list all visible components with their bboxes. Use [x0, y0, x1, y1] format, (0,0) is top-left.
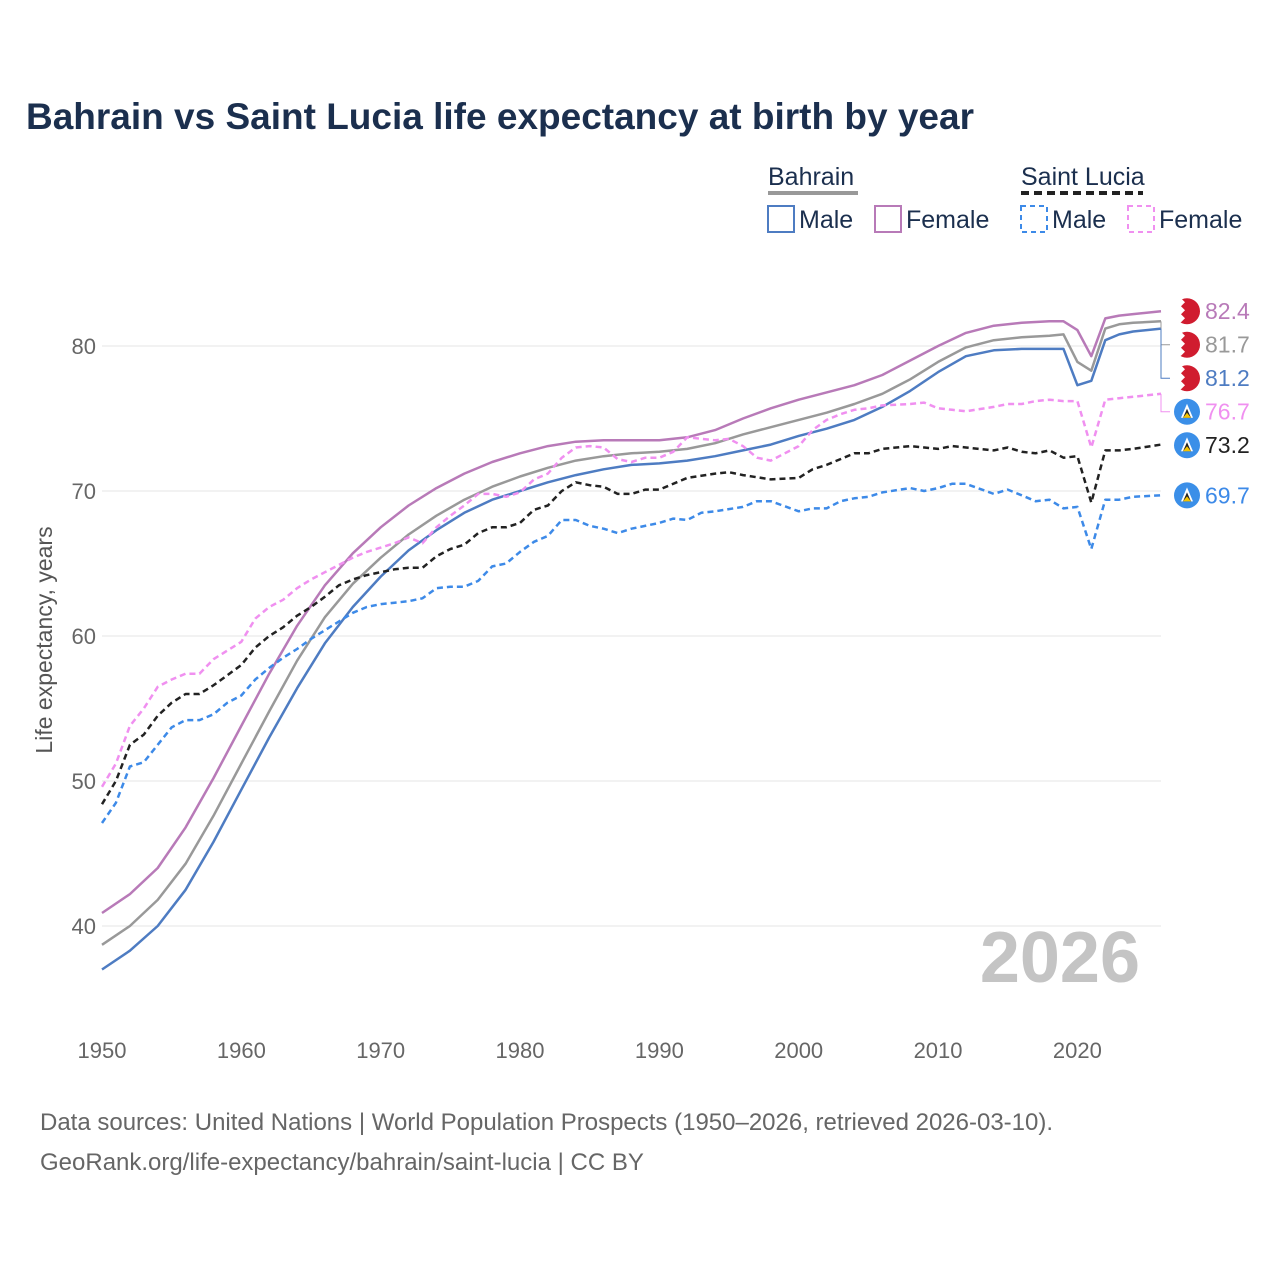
y-tick-label-40: 40 [72, 914, 96, 939]
end-label-bahrain_total: 81.7 [1205, 332, 1250, 358]
legend-label-bahrain-female: Female [906, 206, 989, 234]
x-tick-label-1960: 1960 [217, 1038, 266, 1063]
legend-group-saint-lucia: Saint Lucia [1021, 163, 1145, 191]
series-line-stlucia_total [100, 443, 1162, 805]
y-tick-label-50: 50 [72, 769, 96, 794]
legend-label-saint-lucia-female: Female [1159, 206, 1242, 234]
legend-swatch-bahrain-male [767, 205, 795, 233]
year-watermark: 2026 [980, 918, 1140, 998]
x-tick-label-2010: 2010 [914, 1038, 963, 1063]
end-label-stlucia_total: 73.2 [1205, 432, 1250, 458]
series-line-stlucia_male [100, 482, 1162, 824]
end-label-bahrain_male: 81.2 [1205, 365, 1250, 391]
flag-bahrain-serrated-icon [1174, 365, 1185, 392]
flag-bahrain-serrated-icon [1174, 298, 1185, 325]
x-tick-label-1990: 1990 [635, 1038, 684, 1063]
series-line-stlucia_female [100, 392, 1162, 788]
legend-swatch-saint-lucia-male [1020, 205, 1048, 233]
x-tick-label-1980: 1980 [496, 1038, 545, 1063]
legend-group-bahrain: Bahrain [768, 163, 854, 191]
flag-saint-lucia-gold-icon [1183, 496, 1191, 502]
y-tick-label-80: 80 [72, 334, 96, 359]
legend-label-bahrain-male: Male [799, 206, 853, 234]
end-label-bahrain_female: 82.4 [1205, 298, 1250, 324]
leader-stlucia_female [1160, 393, 1170, 413]
leader-bahrain_total [1160, 321, 1170, 346]
y-axis-label: Life expectancy, years [31, 526, 57, 753]
series-line-bahrain_total [101, 320, 1162, 946]
x-tick-label-1950: 1950 [78, 1038, 127, 1063]
end-label-stlucia_female: 76.7 [1205, 399, 1250, 425]
series-line-bahrain_female [101, 309, 1162, 915]
legend-swatch-saint-lucia-female [1127, 205, 1155, 233]
x-tick-label-1970: 1970 [356, 1038, 405, 1063]
chart-title: Bahrain vs Saint Lucia life expectancy a… [26, 96, 974, 137]
end-label-stlucia_male: 69.7 [1205, 482, 1250, 508]
grid: 40 50 60 70 80 1950 1960 1970 1980 1990 2000 2010 20… [72, 334, 1161, 1063]
end-labels: 82.4 81.7 81.2 76.7 73.2 69.7 [1160, 298, 1250, 509]
legend-swatch-bahrain-female [874, 205, 902, 233]
legend: Bahrain Saint Lucia Male Female Male Fem… [767, 163, 1242, 234]
flag-saint-lucia-gold-icon [1183, 446, 1191, 452]
source-line-1: Data sources: United Nations | World Pop… [40, 1109, 1053, 1136]
flag-saint-lucia-gold-icon [1183, 412, 1191, 418]
series-line-bahrain_male [101, 327, 1162, 971]
x-tick-label-2000: 2000 [774, 1038, 823, 1063]
y-tick-label-60: 60 [72, 624, 96, 649]
series-lines [100, 309, 1162, 971]
x-tick-label-2020: 2020 [1053, 1038, 1102, 1063]
flag-bahrain-serrated-icon [1174, 331, 1185, 358]
legend-label-saint-lucia-male: Male [1052, 206, 1106, 234]
leader-bahrain_male [1160, 328, 1170, 379]
source-line-2: GeoRank.org/life-expectancy/bahrain/sain… [40, 1149, 644, 1176]
y-tick-label-70: 70 [72, 479, 96, 504]
